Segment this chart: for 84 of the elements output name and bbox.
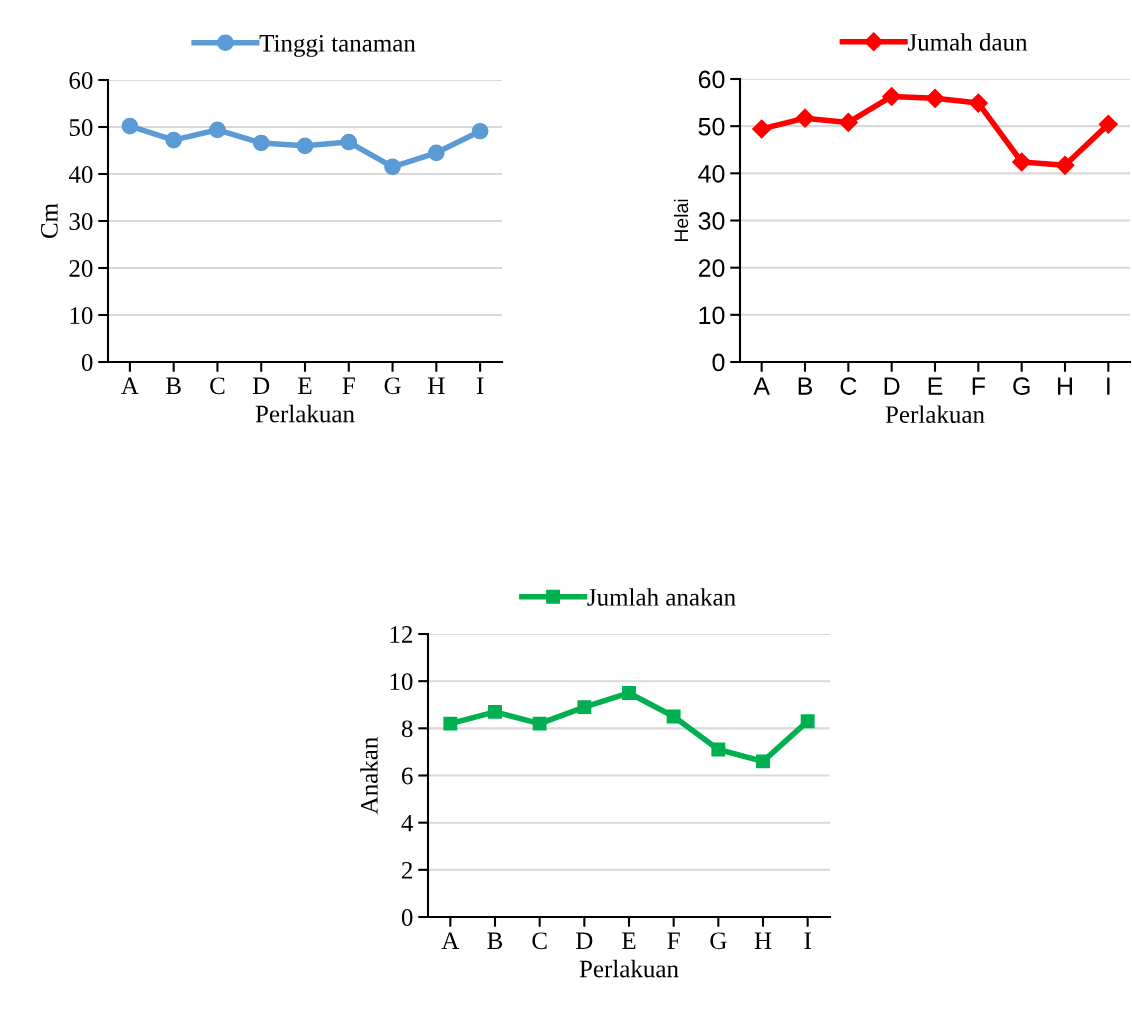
x-tick-label: F <box>342 377 355 394</box>
y-tick-label: 4 <box>401 814 414 832</box>
point <box>296 137 314 155</box>
x-tick-label: G <box>1013 377 1030 395</box>
x-tick-label: H <box>754 932 772 949</box>
y-tick-label: 10 <box>699 306 725 325</box>
x-tick-label: I <box>476 377 484 394</box>
x-tick-label: E <box>928 377 943 395</box>
y-tick-label: 2 <box>402 861 413 879</box>
point <box>752 119 772 139</box>
y-tick-label: 12 <box>390 626 413 643</box>
y-tick-label: 8 <box>401 720 413 738</box>
x-tick-label: A <box>121 377 139 394</box>
x-tick-label: D <box>252 377 270 394</box>
legend-label: Jumlah anakan <box>587 588 736 606</box>
point <box>838 112 858 132</box>
x-tick-label: E <box>298 377 312 394</box>
x-tick-label: H <box>1058 377 1072 395</box>
point <box>121 117 139 135</box>
y-axis-title: Cm <box>40 203 58 239</box>
x-tick-label: E <box>622 932 636 949</box>
y-tick-label: 6 <box>401 767 413 785</box>
point <box>532 716 547 731</box>
y-tick-label: 60 <box>69 72 93 89</box>
point <box>925 88 945 108</box>
point <box>795 108 815 128</box>
x-tick-label: C <box>210 377 225 395</box>
y-tick-label: 20 <box>698 259 725 277</box>
point <box>427 144 445 162</box>
x-tick-label: D <box>884 377 900 395</box>
x-tick-label: B <box>166 377 181 395</box>
point <box>711 742 726 757</box>
y-tick-label: 0 <box>81 354 93 371</box>
point <box>622 686 636 700</box>
point <box>756 754 770 769</box>
y-axis-title: Helai <box>673 199 689 242</box>
x-tick-label: F <box>667 932 680 949</box>
x-tick-label: G <box>384 377 401 395</box>
x-tick-label: F <box>972 377 985 395</box>
y-tick-label: 20 <box>69 260 93 277</box>
point <box>666 709 681 724</box>
y-tick-label: 10 <box>70 307 93 324</box>
x-axis-title: Perlakuan <box>885 405 985 424</box>
x-tick-label: A <box>753 377 770 395</box>
x-axis-title: Perlakuan <box>579 959 679 978</box>
y-tick-label: 40 <box>68 166 93 183</box>
y-tick-label: 10 <box>390 673 413 691</box>
x-axis-title: Perlakuan <box>255 404 355 423</box>
y-axis-title: Anakan <box>360 737 378 815</box>
point <box>882 86 902 106</box>
y-tick-label: 0 <box>401 909 413 926</box>
legend-label: Tinggi tanaman <box>259 34 416 57</box>
point <box>577 700 592 715</box>
point <box>968 93 988 113</box>
point <box>1012 152 1032 172</box>
y-tick-label: 30 <box>698 212 725 230</box>
point <box>165 131 183 149</box>
point <box>384 158 401 176</box>
x-tick-label: C <box>840 377 857 395</box>
y-tick-label: 50 <box>69 119 93 136</box>
legend-label: Jumah daun <box>907 33 1028 51</box>
x-tick-label: D <box>576 932 593 949</box>
point <box>252 134 270 152</box>
y-tick-label: 40 <box>698 164 725 183</box>
x-tick-label: C <box>532 932 547 950</box>
x-tick-label: G <box>710 932 727 950</box>
x-tick-label: B <box>487 932 503 950</box>
x-tick-label: A <box>441 932 460 949</box>
point <box>340 133 358 151</box>
point <box>1055 155 1075 175</box>
point <box>209 121 226 139</box>
y-tick-label: 30 <box>69 213 93 230</box>
point <box>800 714 815 729</box>
y-tick-label: 60 <box>698 70 725 89</box>
y-tick-label: 50 <box>698 117 725 136</box>
point <box>1098 114 1118 134</box>
point <box>443 716 458 731</box>
point <box>471 122 489 140</box>
point <box>488 704 502 719</box>
x-tick-label: B <box>798 377 813 395</box>
x-tick-label: H <box>428 377 445 394</box>
x-tick-label: I <box>804 932 811 949</box>
y-tick-label: 0 <box>712 353 725 372</box>
x-tick-label: I <box>1107 377 1110 395</box>
